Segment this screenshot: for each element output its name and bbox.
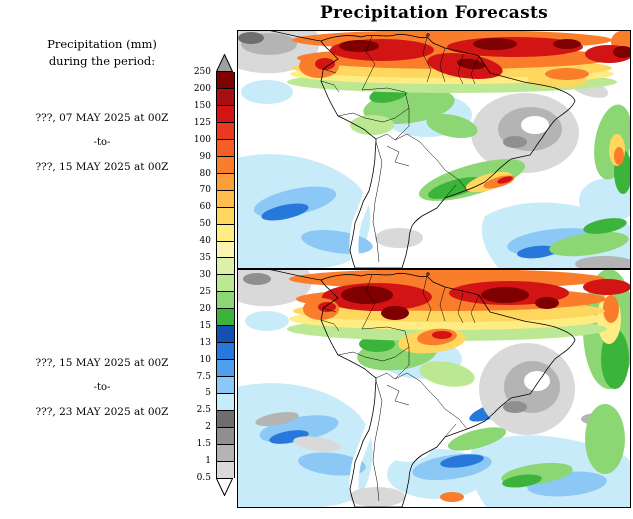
colorbar-tick-label: 1.5 [196,439,211,450]
colorbar-tick-label: 70 [199,185,211,196]
colorbar-arrow-down-icon [216,478,233,496]
precipitation-field-period-2 [237,269,631,508]
legend-heading-line1: Precipitation (mm) [47,37,157,51]
precipitation-map-period-2 [237,269,631,508]
colorbar-tick-label: 1 [205,456,211,467]
colorbar-tick-label: 60 [199,202,211,213]
period-1-end: ???, 15 MAY 2025 at 00Z [35,161,169,173]
colorbar-band [217,223,234,241]
period-2-end: ???, 23 MAY 2025 at 00Z [35,406,169,418]
colorbar-band [217,274,234,292]
colorbar-tick-label: 80 [199,168,211,179]
forecast-period-1-range: ???, 07 MAY 2025 at 00Z -to- ???, 15 MAY… [6,112,198,186]
colorbar-tick-label: 2 [205,422,211,433]
colorbar-tick-label: 20 [199,303,211,314]
colorbar-bands [216,72,235,478]
figure-title: Precipitation Forecasts [319,3,549,23]
period-1-start: ???, 07 MAY 2025 at 00Z [35,112,169,124]
colorbar-band [217,410,234,428]
colorbar-tick-label: 2.5 [196,405,211,416]
period-1-separator: -to- [93,137,111,148]
colorbar-tick-label: 200 [193,83,211,94]
colorbar: 250 200 150 125 100 90 80 70 60 50 40 35 30 25 20 15 13 1… [190,54,235,496]
colorbar-band [217,155,234,173]
colorbar-band [217,87,234,105]
colorbar-band [217,121,234,139]
colorbar-band [217,359,234,377]
colorbar-ticks: 250 200 150 125 100 90 80 70 60 50 40 35 30 25 20 15 13 1… [190,54,216,496]
colorbar-band [217,257,234,275]
colorbar-band [217,376,234,394]
map-frame [237,269,631,508]
colorbar-band [217,72,234,88]
colorbar-band [217,206,234,224]
colorbar-band [217,104,234,122]
colorbar-tick-label: 50 [199,219,211,230]
legend-heading: Precipitation (mm) during the period: [14,36,190,71]
colorbar-tick-label: 40 [199,236,211,247]
period-2-start: ???, 15 MAY 2025 at 00Z [35,357,169,369]
colorbar-strip [216,54,235,496]
colorbar-band [217,393,234,411]
colorbar-band [217,291,234,309]
colorbar-band [217,172,234,190]
colorbar-tick-label: 125 [193,117,211,128]
colorbar-tick-label: 30 [199,270,211,280]
colorbar-band [217,308,234,326]
colorbar-tick-label: 5 [205,388,211,399]
colorbar-tick-label: 100 [193,134,211,145]
colorbar-tick-label: 90 [199,151,211,162]
map-frame [237,30,631,269]
colorbar-band [217,460,234,478]
colorbar-tick-label: 10 [199,354,211,365]
colorbar-band [217,443,234,461]
colorbar-tick-label: 7.5 [196,371,211,382]
precipitation-field-period-1 [237,30,631,269]
map-panels [237,30,631,508]
colorbar-tick-label: 250 [193,67,211,77]
colorbar-tick-label: 15 [199,320,211,331]
colorbar-tick-label: 25 [199,286,211,297]
colorbar-arrow-up-icon [216,54,233,72]
colorbar-band [217,240,234,258]
legend-heading-line2: during the period: [48,54,156,69]
colorbar-tick-label: 150 [193,100,211,111]
precipitation-map-period-1 [237,30,631,269]
colorbar-band [217,138,234,156]
colorbar-tick-label: 35 [199,253,211,264]
colorbar-band [217,342,234,360]
colorbar-band [217,427,234,444]
colorbar-band [217,325,234,343]
colorbar-band [217,189,234,207]
forecast-period-2-range: ???, 15 MAY 2025 at 00Z -to- ???, 23 MAY… [6,357,198,431]
colorbar-tick-label: 13 [199,337,211,348]
period-2-separator: -to- [93,382,111,393]
colorbar-tick-label: 0.5 [196,473,211,483]
